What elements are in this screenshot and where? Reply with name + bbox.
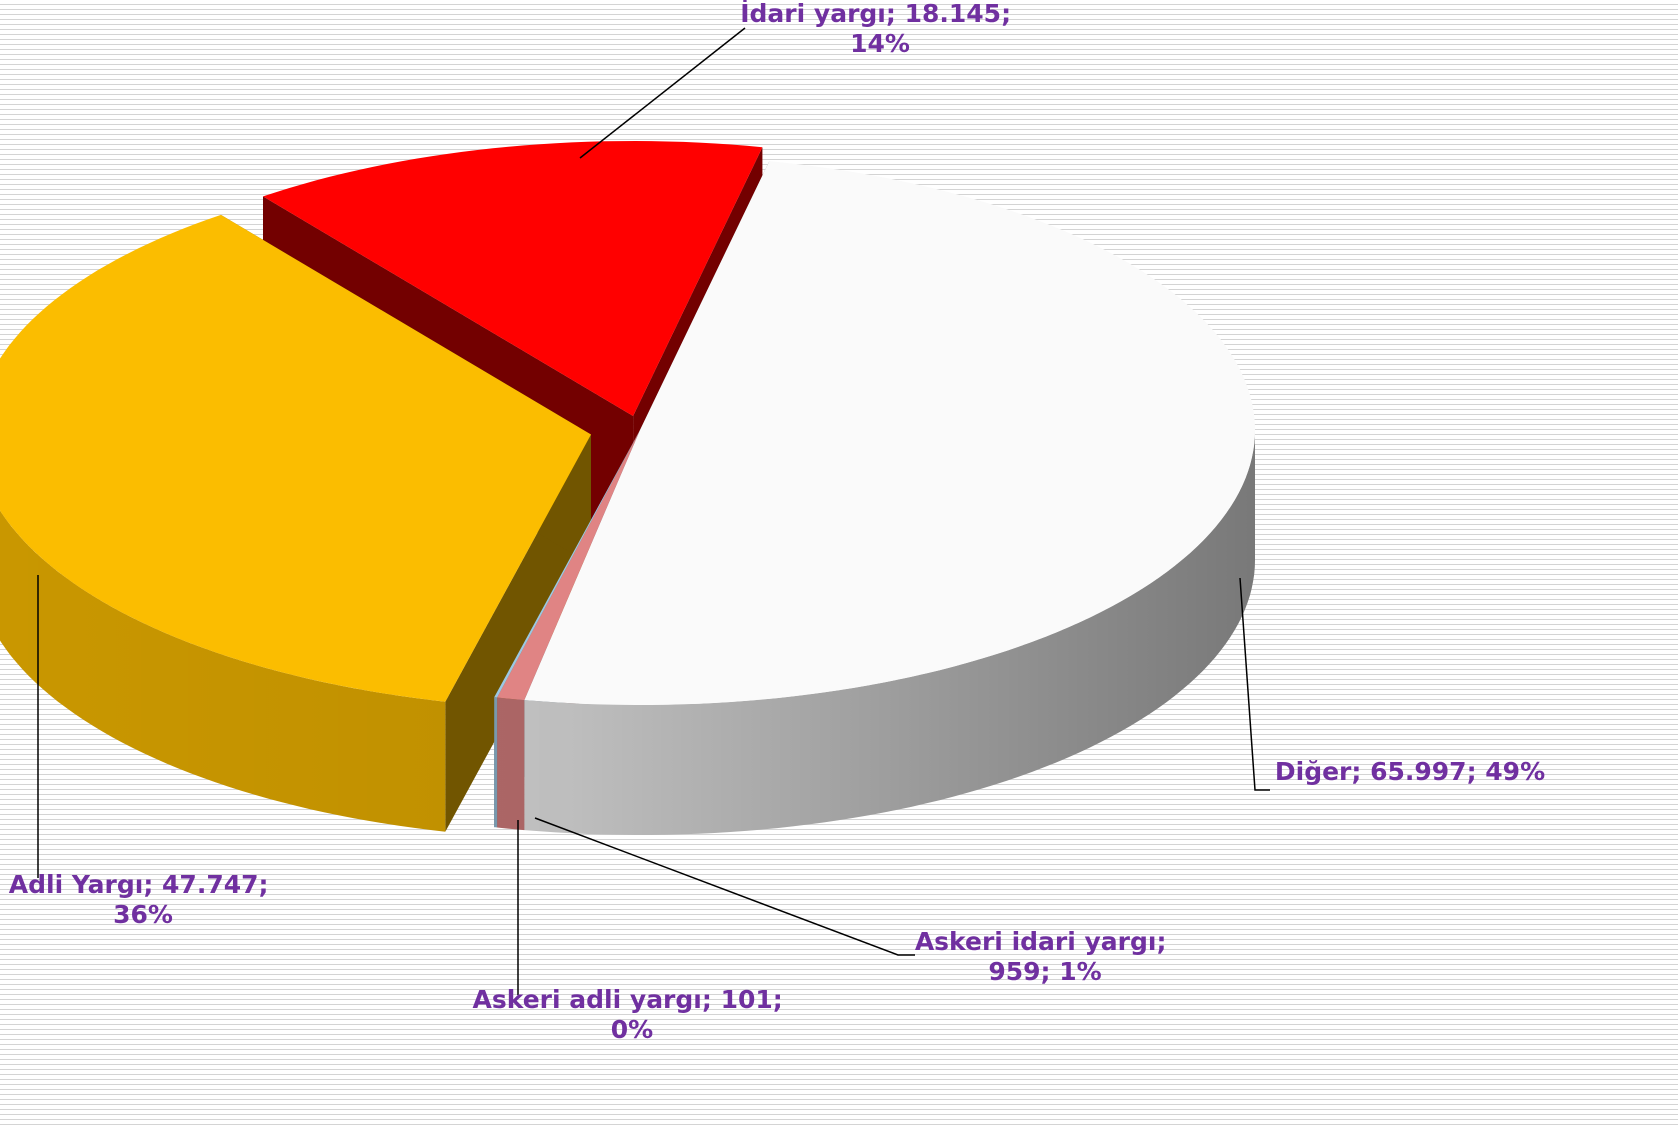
label-separator: ; xyxy=(1001,0,1020,28)
label-part: Adli Yargı xyxy=(9,870,144,899)
label-part: 18.145 xyxy=(905,0,1001,28)
label-part: 47.747 xyxy=(162,870,258,899)
label-separator: ; xyxy=(1156,927,1175,956)
data-label: Askeri idari yargı; 959; 1% xyxy=(915,927,1175,986)
label-separator: ; xyxy=(259,870,278,899)
data-label: Diğer; 65.997; 49% xyxy=(1275,757,1545,786)
label-separator: ; xyxy=(1351,757,1370,786)
label-separator: ; xyxy=(886,0,905,28)
label-part: Diğer xyxy=(1275,757,1352,786)
leader-line xyxy=(579,27,746,159)
label-part: Askeri adli yargı xyxy=(473,985,702,1014)
slice-side-shade xyxy=(497,697,525,831)
label-part: 101 xyxy=(721,985,773,1014)
slice xyxy=(0,214,591,702)
label-part: Askeri idari yargı xyxy=(915,927,1157,956)
slice-tops xyxy=(0,141,1255,706)
label-part: 49% xyxy=(1485,757,1545,786)
data-label: Askeri adli yargı; 101; 0% xyxy=(473,985,792,1044)
slice-side-shade xyxy=(524,430,1255,835)
label-part: 36% xyxy=(113,900,173,929)
slice-side-shade xyxy=(494,697,498,828)
label-separator: ; xyxy=(1041,957,1060,986)
slice xyxy=(524,161,1255,706)
label-separator: ; xyxy=(1467,757,1486,786)
data-label: Adli Yargı; 47.747; 36% xyxy=(9,870,277,929)
label-part: İdari yargı xyxy=(740,0,886,28)
slice xyxy=(494,430,640,698)
label-separator: ; xyxy=(773,985,792,1014)
label-part: 14% xyxy=(850,29,910,58)
leader-line xyxy=(534,817,915,956)
data-label: İdari yargı; 18.145; 14% xyxy=(740,0,1020,58)
slice xyxy=(497,430,640,701)
slice xyxy=(263,141,763,416)
label-part: 65.997 xyxy=(1370,757,1466,786)
label-part: 0% xyxy=(611,1015,653,1044)
label-part: 959 xyxy=(988,957,1040,986)
label-separator: ; xyxy=(143,870,162,899)
leader-line xyxy=(1239,577,1270,791)
slice-side-shade xyxy=(0,510,446,832)
label-separator: ; xyxy=(702,985,721,1014)
data-labels: İdari yargı; 18.145; 14% Diğer; 65.997; 4… xyxy=(9,0,1545,1044)
label-part: 1% xyxy=(1059,957,1101,986)
